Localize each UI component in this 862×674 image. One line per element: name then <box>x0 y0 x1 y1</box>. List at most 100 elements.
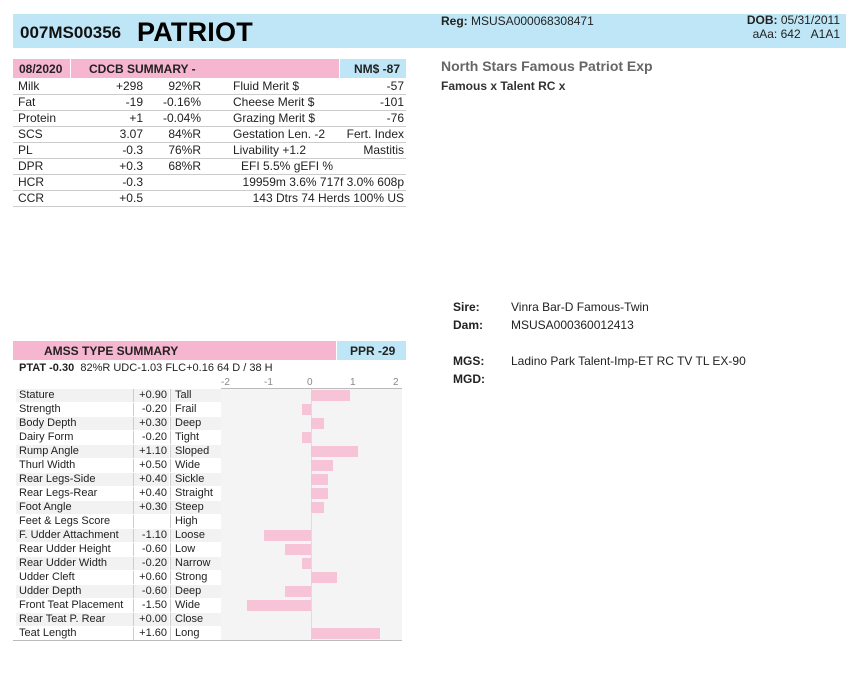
type-trait-row: Rear Legs-Rear +0.40 Straight <box>13 487 402 501</box>
trait-bar <box>311 446 359 457</box>
haplotype: A1A1 <box>810 27 840 41</box>
cdcb-metric: 143 Dtrs 74 Herds 100% US <box>203 190 406 207</box>
trait-value: +0.00 <box>133 613 169 626</box>
cdcb-summary-header: 08/2020 CDCB SUMMARY - NM$ -87 <box>13 59 406 78</box>
reg-label: Reg: <box>441 14 468 28</box>
trait-name: Rear Udder Height <box>19 543 111 555</box>
cdcb-metric-value: -76 <box>338 110 406 127</box>
cdcb-reliability: 84%R <box>145 126 203 143</box>
trait-descriptor: Deep <box>170 585 221 598</box>
type-trait-row: Foot Angle +0.30 Steep <box>13 501 402 515</box>
cdcb-reliability: -0.16% <box>145 94 203 111</box>
cdcb-trait: SCS <box>13 126 75 143</box>
trait-value: +0.30 <box>133 501 169 514</box>
dob-value: 05/31/2011 <box>780 13 840 27</box>
type-trait-row: Feet & Legs Score High <box>13 515 402 529</box>
cdcb-summary-table: Milk +298 92%R Fluid Merit $ -57 Fat -19 -0.16%… <box>13 78 406 207</box>
trait-bar <box>263 530 311 541</box>
trait-bar <box>285 544 311 555</box>
cdcb-row: PL -0.3 76%R Livability +1.2 Mastitis <box>13 142 406 159</box>
type-trait-row: Udder Depth -0.60 Deep <box>13 585 402 599</box>
type-trait-row: Body Depth +0.30 Deep <box>13 417 402 431</box>
sire-label: Sire: <box>453 300 480 314</box>
cdcb-reliability: 92%R <box>145 78 203 95</box>
trait-name-cell <box>16 585 134 598</box>
type-summary-stats: 82%R UDC-1.03 FLC+0.16 64 D / 38 H <box>80 362 273 374</box>
type-trait-row: Rear Legs-Side +0.40 Sickle <box>13 473 402 487</box>
type-trait-row: Udder Cleft +0.60 Strong <box>13 571 402 585</box>
trait-descriptor: Wide <box>170 599 221 612</box>
cdcb-row: Fat -19 -0.16% Cheese Merit $ -101 <box>13 94 406 111</box>
cdcb-trait: Fat <box>13 94 75 111</box>
trait-value: -0.20 <box>133 557 169 570</box>
trait-name: Teat Length <box>19 627 77 639</box>
type-trait-row: Rear Udder Height -0.60 Low <box>13 543 402 557</box>
cdcb-metric: Grazing Merit $ <box>203 110 339 127</box>
cdcb-row: Milk +298 92%R Fluid Merit $ -57 <box>13 78 406 95</box>
trait-name-cell <box>16 627 134 640</box>
cdcb-trait: DPR <box>13 158 75 175</box>
trait-name-cell <box>16 571 134 584</box>
trait-name-cell <box>16 403 134 416</box>
trait-value: -1.50 <box>133 599 169 612</box>
sire-name: Vinra Bar-D Famous-Twin <box>511 300 649 314</box>
trait-name-cell <box>16 473 134 486</box>
cdcb-value: -0.3 <box>75 174 145 191</box>
trait-name-cell <box>16 459 134 472</box>
trait-descriptor: Close <box>170 613 221 626</box>
trait-value: +0.50 <box>133 459 169 472</box>
trait-bar <box>302 558 311 569</box>
trait-descriptor: Frail <box>170 403 221 416</box>
cdcb-metric-value: Fert. Index <box>338 126 406 143</box>
pedigree-cross: Famous x Talent RC x <box>441 79 566 93</box>
trait-descriptor: Sloped <box>170 445 221 458</box>
trait-name: Dairy Form <box>19 431 74 443</box>
trait-name: Foot Angle <box>19 501 72 513</box>
cdcb-metric-value: Mastitis <box>338 142 406 159</box>
trait-name-cell <box>16 543 134 556</box>
trait-bar <box>311 418 324 429</box>
dam-row: Dam: MSUSA000360012413 <box>453 318 634 332</box>
type-summary-header: AMSS TYPE SUMMARY PPR -29 <box>13 341 406 360</box>
trait-name: Thurl Width <box>19 459 76 471</box>
trait-bar <box>311 488 329 499</box>
zero-axis-line <box>311 389 312 640</box>
trait-name: Udder Depth <box>19 585 82 597</box>
trait-value: +1.10 <box>133 445 169 458</box>
trait-value: -0.20 <box>133 403 169 416</box>
trait-value: -0.60 <box>133 585 169 598</box>
reg-value: MSUSA000068308471 <box>471 14 594 28</box>
aaa-value: 642 <box>780 27 801 41</box>
trait-value: +0.60 <box>133 571 169 584</box>
trait-value: +0.30 <box>133 417 169 430</box>
type-trait-row: Front Teat Placement -1.50 Wide <box>13 599 402 613</box>
cdcb-metric: 19959m 3.6% 717f 3.0% 608p <box>203 174 406 191</box>
cdcb-row: HCR -0.3 19959m 3.6% 717f 3.0% 608p <box>13 174 406 191</box>
trait-bar <box>246 600 311 611</box>
type-trait-row: Strength -0.20 Frail <box>13 403 402 417</box>
trait-bar <box>311 572 337 583</box>
cdcb-trait: HCR <box>13 174 75 191</box>
cdcb-metric: Cheese Merit $ <box>203 94 339 111</box>
dam-label: Dam: <box>453 318 484 332</box>
net-merit-badge: NM$ -87 <box>340 59 406 78</box>
cdcb-metric-value: -101 <box>338 94 406 111</box>
cdcb-row: DPR +0.3 68%R EFI 5.5% gEFI % <box>13 158 406 175</box>
cdcb-row: CCR +0.5 143 Dtrs 74 Herds 100% US <box>13 190 406 207</box>
ptat-value: PTAT -0.30 <box>19 362 75 374</box>
dob-label: DOB: <box>746 13 778 27</box>
mgs-label: MGS: <box>453 354 485 368</box>
header-bar: 007MS00356 PATRIOT Reg: MSUSA00006830847… <box>13 14 846 48</box>
cdcb-reliability: 76%R <box>145 142 203 159</box>
cdcb-metric: Livability +1.2 <box>203 142 339 159</box>
trait-name: Udder Cleft <box>19 571 75 583</box>
dam-name: MSUSA000360012413 <box>511 318 634 332</box>
trait-name: Rump Angle <box>19 445 79 457</box>
cdcb-value: +1 <box>75 110 145 127</box>
trait-value: -0.20 <box>133 431 169 444</box>
scale-tick-label: 1 <box>350 377 356 388</box>
trait-name-cell <box>16 431 134 444</box>
cdcb-value: +0.5 <box>75 190 145 207</box>
cdcb-value: -19 <box>75 94 145 111</box>
scale-tick-label: -2 <box>221 377 230 388</box>
